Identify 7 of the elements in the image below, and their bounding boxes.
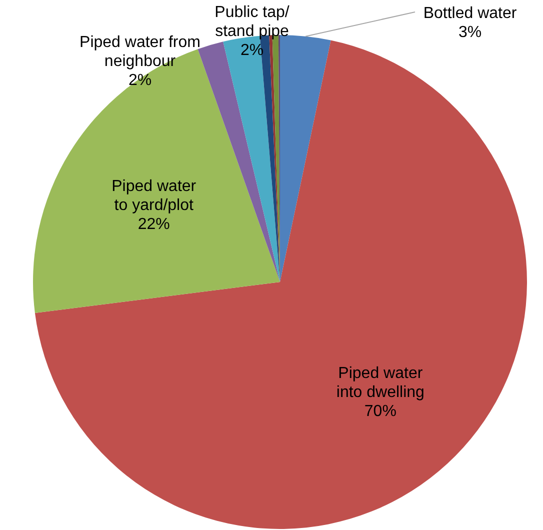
data-label: 70% <box>364 402 396 420</box>
slice-label: Piped water to yard/plot <box>112 178 197 214</box>
data-label: 3% <box>458 24 482 41</box>
data-label: 22% <box>138 216 170 234</box>
slice-label: Bottled water <box>423 5 518 22</box>
slice-label: Piped water into dwelling <box>336 364 424 401</box>
data-label: 2% <box>240 42 264 59</box>
